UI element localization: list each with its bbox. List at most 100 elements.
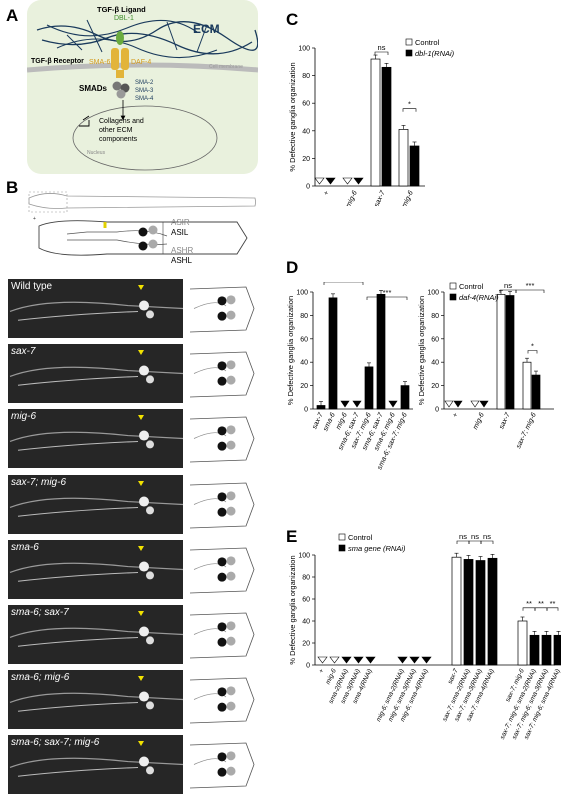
significance-bracket [402, 108, 417, 112]
significance-bracket [534, 607, 548, 611]
x-tick-label: sax-7 [373, 189, 387, 206]
y-tick-label: 0 [304, 407, 308, 414]
significance-label: ** [538, 599, 544, 608]
y-tick-label: 40 [300, 360, 308, 367]
tgf-beta-pathway-diagram: TGF-β Ligand DBL-1 ECM TGF-β Receptor SM… [26, 0, 259, 174]
y-tick-label: 100 [427, 290, 439, 297]
bar [475, 560, 486, 666]
y-axis-label: % Defective ganglia organization [286, 296, 295, 405]
bar [451, 556, 462, 666]
y-tick-label: 0 [435, 407, 439, 414]
bar [376, 293, 386, 410]
significance-label: ns [378, 43, 386, 52]
y-axis-label: % Defective ganglia organization [417, 296, 426, 405]
bar-rnai [505, 295, 515, 410]
neuron-schematic-7 [186, 739, 258, 791]
bar-rnai-zero-marker [325, 177, 336, 185]
neuron-schematic-0 [186, 283, 258, 334]
bar-zero-marker [365, 656, 376, 664]
significance-bracket [456, 540, 470, 544]
micrograph-1: sax-7 [8, 344, 183, 404]
panel-letter-b: B [6, 178, 19, 197]
x-tick-label: + [323, 190, 331, 197]
significance-label: * [531, 342, 534, 351]
bar-rnai [409, 145, 420, 187]
bar-zero-marker [329, 656, 340, 664]
smad-2: SMA-2 [135, 80, 154, 86]
significance-label: *** [526, 282, 535, 290]
genotype-label: sma-6 [11, 541, 39, 553]
bar-rnai [381, 66, 392, 187]
bar-zero-marker [353, 656, 364, 664]
y-tick-label: 40 [302, 619, 310, 626]
x-tick-label: sax-7; mig-6 [515, 412, 538, 450]
worm-head-schematic: + ASIR ASIL ASHR ASHL [27, 188, 258, 274]
significance-bracket [515, 289, 545, 293]
micrograph-2: mig-6 [8, 409, 183, 469]
genotype-label: sma-6; mig-6 [11, 672, 70, 684]
x-tick-label: + [318, 668, 326, 675]
svg-text:+: + [33, 216, 36, 222]
pathway-illustration [26, 19, 259, 171]
bar-rnai [531, 374, 541, 410]
y-tick-label: 40 [431, 360, 439, 367]
receptor-title: TGF-β Receptor [31, 58, 84, 65]
legend-label: Control [415, 38, 440, 47]
bar-control-zero-marker [444, 400, 454, 408]
smad-4: SMA-4 [135, 96, 154, 102]
y-tick-label: 20 [302, 641, 310, 648]
y-tick-label: 100 [296, 290, 308, 297]
significance-label: * [408, 100, 411, 109]
significance-bracket [527, 350, 538, 354]
y-tick-label: 0 [306, 663, 310, 670]
y-tick-label: 20 [302, 156, 310, 163]
genotype-label: sma-6; sax-7 [11, 607, 69, 618]
micrograph-7: sma-6; sax-7; mig-6 [8, 735, 183, 795]
bar [541, 634, 552, 666]
genotype-label: mig-6 [11, 411, 37, 423]
smads-label: SMADs [79, 84, 108, 93]
neuron-ashr: ASHR [171, 246, 194, 255]
bar [316, 405, 326, 410]
legend-swatch [405, 38, 413, 46]
x-tick-label: + [452, 412, 460, 419]
y-tick-label: 80 [302, 575, 310, 582]
y-tick-label: 20 [431, 383, 439, 390]
bar-zero-marker [409, 656, 420, 664]
panel-letter-d: D [286, 258, 299, 277]
neuron-schematic-3 [186, 478, 258, 530]
bar [364, 366, 374, 410]
bar [487, 557, 498, 666]
legend-label: daf-4(RNAi) [459, 293, 499, 302]
significance-label: ns [471, 532, 479, 541]
neuron-schematic-2 [186, 413, 258, 465]
bar [529, 634, 540, 666]
chart-d2: 0 20 40 60 80 100% Defective ganglia organiza… [417, 282, 554, 450]
bar-zero-marker [341, 656, 352, 664]
bar-control [496, 293, 506, 410]
neuron-schematic-6 [186, 674, 258, 726]
x-tick-label: mig-6 [472, 412, 486, 431]
bar-zero-marker [397, 656, 408, 664]
targets-label: Collagens and other ECM components [99, 118, 144, 143]
chart-d1: 0 20 40 60 80 100% Defective ganglia organiza… [286, 282, 413, 471]
significance-bracket [522, 607, 536, 611]
neuron-asil: ASIL [171, 228, 189, 237]
bar-control [398, 129, 409, 187]
x-tick-label: mig-6 [345, 190, 359, 206]
y-tick-label: 100 [298, 553, 310, 560]
y-tick-label: 80 [302, 73, 310, 80]
neuron-schematic-5 [186, 609, 258, 660]
micrograph-3: sax-7; mig-6 [8, 474, 183, 534]
micrograph-5: sma-6; sax-7 [8, 605, 183, 664]
y-axis-label: % Defective ganglia organization [288, 62, 297, 171]
legend-label: Control [348, 533, 373, 542]
bar-control [522, 361, 532, 410]
bar-rnai-zero-marker [353, 177, 364, 185]
bar-zero-marker [340, 400, 350, 408]
neuron-schematic-1 [186, 348, 258, 400]
bar-rnai-zero-marker [453, 400, 463, 408]
significance-bracket [480, 540, 494, 544]
panel-letter-e: E [286, 527, 298, 546]
genotype-label: sax-7; mig-6 [11, 476, 67, 488]
